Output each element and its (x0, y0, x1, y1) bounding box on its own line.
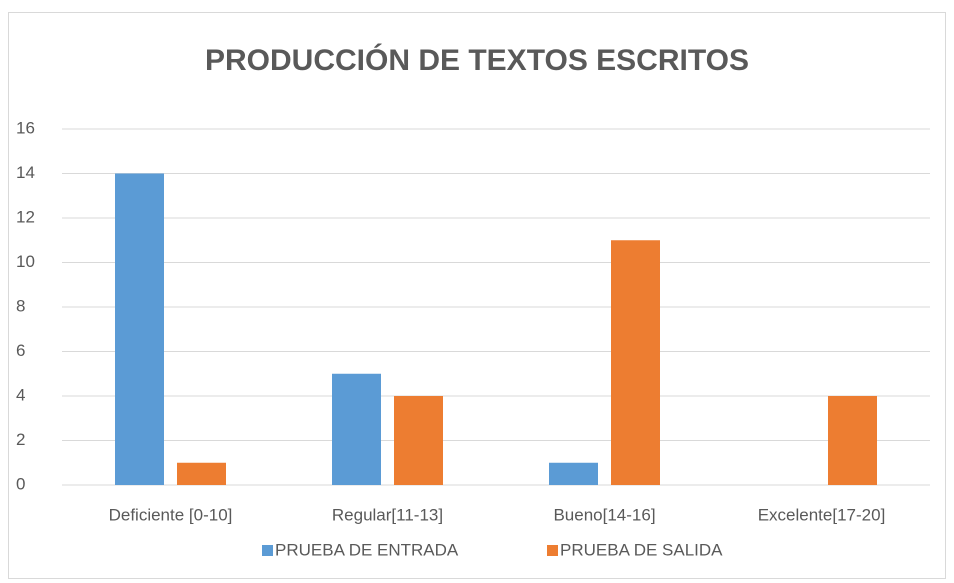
bar (549, 462, 598, 485)
x-tick-label: Regular[11-13] (332, 505, 443, 524)
legend-label: PRUEBA DE ENTRADA (275, 540, 459, 559)
x-tick-label: Bueno[14-16] (553, 505, 655, 524)
y-tick-label: 10 (16, 252, 35, 271)
y-tick-label: 16 (16, 118, 35, 137)
bar (177, 462, 226, 485)
chart-title: PRODUCCIÓN DE TEXTOS ESCRITOS (205, 43, 749, 77)
y-tick-label: 12 (16, 207, 35, 226)
legend-label: PRUEBA DE SALIDA (560, 540, 723, 559)
x-tick-label: Deficiente [0-10] (109, 505, 233, 524)
legend-swatch (547, 545, 558, 556)
bar (394, 396, 443, 485)
bar (115, 173, 164, 485)
y-tick-label: 4 (16, 385, 25, 404)
y-tick-label: 14 (16, 163, 35, 182)
y-tick-label: 0 (16, 474, 25, 493)
bar (611, 240, 660, 485)
y-tick-label: 2 (16, 430, 25, 449)
bar (332, 373, 381, 485)
chart-frame (8, 12, 946, 579)
x-tick-label: Excelente[17-20] (758, 505, 886, 524)
bar (828, 396, 877, 485)
legend-swatch (262, 545, 273, 556)
y-tick-label: 6 (16, 341, 25, 360)
y-tick-label: 8 (16, 296, 25, 315)
